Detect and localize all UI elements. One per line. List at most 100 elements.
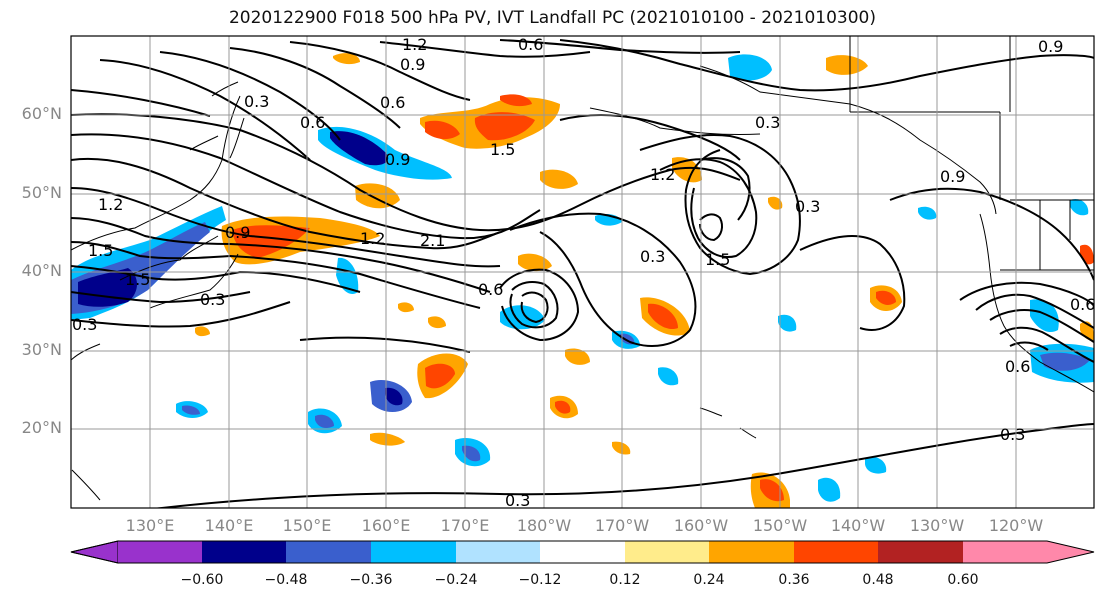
lat-label-40n: 40°N [21,261,62,280]
contour-label: 0.9 [940,167,965,186]
contour-label: 2.1 [420,231,445,250]
colorbar-tick-label: −0.12 [518,572,562,588]
colorbar-swatch [709,541,794,563]
contour-label: 0.9 [225,223,250,242]
contour-label: 0.6 [300,113,325,132]
contour-label: 1.5 [88,241,113,260]
map-frame [70,35,1095,509]
colorbar-swatch [118,541,202,563]
colorbar-swatch [371,541,456,563]
anomaly-blob [333,53,360,65]
lon-label-140w: 140°W [830,516,886,535]
colorbar-swatch [456,541,540,563]
contour-label: 0.6 [518,35,543,54]
contour-label: 1.5 [490,140,515,159]
colorbar-tick-label: −0.24 [434,572,478,588]
colorbar-tick-label: −0.36 [349,572,393,588]
colorbar-swatch [625,541,709,563]
contour-label: 1.2 [402,35,427,54]
anomaly-blob [385,387,403,406]
lat-label-60n: 60°N [21,104,62,123]
colorbar-tick-label: 0.48 [862,572,894,588]
gridlines [71,36,1094,508]
contour-label: 0.3 [795,197,820,216]
anomaly-blob [462,445,481,462]
colorbar-swatch [202,541,286,563]
contour-label: 1.5 [125,270,150,289]
lon-label-150w: 150°W [752,516,808,535]
lon-label-130w: 130°W [909,516,965,535]
anomaly-blob [865,456,887,474]
anomaly-blob [355,183,400,209]
anomaly-blob [555,400,571,414]
lon-label-130e: 130°E [125,516,175,535]
anomaly-blob [1040,352,1090,371]
lon-label-120w: 120°W [988,516,1044,535]
anomaly-blob [565,348,590,365]
anomaly-blob [648,303,678,330]
lon-label-170e: 170°E [440,516,490,535]
contour-label: 0.6 [1070,295,1095,314]
anomaly-blob [876,290,896,305]
contour-label: 0.6 [380,93,405,112]
anomaly-blob [918,206,937,220]
lon-label-140e: 140°E [204,516,254,535]
coastlines [71,36,1094,501]
contour-label: 0.3 [72,315,97,334]
shaded-anomalies [71,53,1094,508]
anomaly-blob [425,363,455,389]
contour-label: 1.2 [98,195,123,214]
contour-label: 0.6 [1005,357,1030,376]
lon-label-150e: 150°E [282,516,332,535]
anomaly-blob [474,112,535,141]
lat-label-50n: 50°N [21,183,62,202]
anomaly-blob [315,414,334,428]
anomaly-blob [1030,299,1059,333]
colorbar-swatch [878,541,963,563]
contour-label: 1.2 [650,165,675,184]
anomaly-blob [658,367,679,386]
anomaly-blob [778,314,797,332]
anomaly-blob [818,477,841,502]
colorbar-swatch [286,541,371,563]
anomaly-blob [500,94,532,107]
anomaly-blob [78,268,137,307]
colorbar-tick-label: −0.48 [264,572,308,588]
contour-label: 0.9 [400,55,425,74]
contour-label: 0.6 [478,280,503,299]
colorbar-tick-label: 0.36 [778,572,810,588]
contour-label: 1.5 [705,250,730,269]
contour-label: 1.2 [360,229,385,248]
colorbar-min-extend [70,540,119,564]
lat-label-30n: 30°N [21,340,62,359]
anomaly-blob [330,131,389,166]
colorbar-tick-label: −0.60 [180,572,224,588]
anomaly-blob [612,441,631,455]
colorbar-swatch [540,541,625,563]
contour-label: 0.9 [1038,37,1063,56]
contour-labels: 1.2 0.6 0.9 0.9 0.3 0.6 0.6 0.9 0.3 1.2 … [72,35,1095,510]
anomaly-blob [336,257,359,295]
colorbar [70,540,1095,564]
colorbar-swatch [794,541,878,563]
colorbar-tick-label: 0.24 [693,572,725,588]
contour-label: 0.3 [244,92,269,111]
contour-label: 0.3 [1000,425,1025,444]
lat-label-20n: 20°N [21,418,62,437]
anomaly-blob [540,169,578,189]
colorbar-tick-label: 0.12 [609,572,641,588]
lon-label-180w: 180°W [516,516,572,535]
anomaly-blob [760,479,784,502]
anomaly-blob [768,196,783,210]
colorbar-max-extend [963,541,1094,563]
colorbar-tick-label: 0.60 [947,572,979,588]
lon-label-160w: 160°W [673,516,729,535]
anomaly-blob [425,120,460,140]
anomaly-blob [428,316,446,329]
anomaly-blob [672,157,702,183]
pv-contours [71,39,1094,508]
anomaly-blob [398,302,414,313]
contour-label: 0.3 [755,113,780,132]
contour-label: 0.3 [505,491,530,510]
anomaly-blob [195,326,210,337]
